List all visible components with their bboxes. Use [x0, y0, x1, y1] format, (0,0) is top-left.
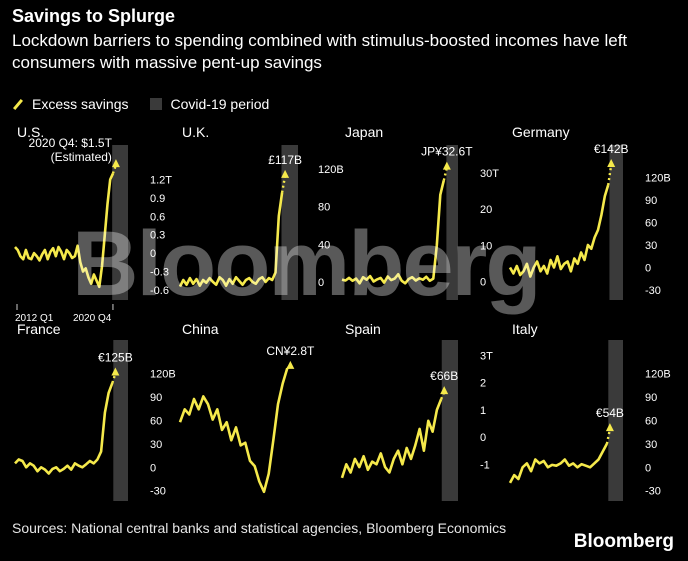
- ytick-label-1-1: 40: [318, 239, 330, 251]
- covid-period-2: [446, 145, 458, 300]
- ytick-label-1-3: 120B: [318, 164, 344, 176]
- ytick-label-7-0: -30: [645, 486, 661, 498]
- legend-box-label: Covid-19 period: [170, 96, 270, 112]
- projection-dots-3: [607, 164, 613, 186]
- ytick-label-3-0: -30: [645, 285, 661, 297]
- projection-arrow-4: [111, 367, 120, 376]
- ytick-label-4-5: 120B: [150, 368, 176, 380]
- annotation-5: CN¥2.8T: [266, 344, 315, 358]
- excess-savings-line-4: [14, 382, 114, 475]
- ytick-label-4-3: 60: [150, 415, 162, 427]
- chart-title: Savings to Splurge: [12, 6, 176, 26]
- ytick-label-3-4: 90: [645, 195, 657, 207]
- panel-title-7: Italy: [512, 321, 538, 337]
- annotation-6: €66B: [430, 369, 458, 383]
- projection-arrow-6: [440, 386, 449, 395]
- ytick-label-6-0: -1: [480, 459, 490, 471]
- excess-savings-line-7: [508, 443, 609, 484]
- ytick-label-3-2: 30: [645, 240, 657, 252]
- bloomberg-logo: Bloomberg: [573, 531, 674, 552]
- ytick-label-4-0: -30: [150, 486, 166, 498]
- panel-title-4: France: [17, 321, 61, 337]
- ytick-label-0-4: 0.6: [150, 211, 165, 223]
- covid-period-0: [112, 145, 128, 300]
- covid-period-1: [281, 145, 298, 300]
- excess-savings-line-6: [340, 398, 443, 479]
- excess-savings-line-2: [341, 179, 446, 285]
- ytick-label-0-5: 0.9: [150, 193, 165, 205]
- panel-title-1: U.K.: [182, 124, 209, 140]
- annotation-3: €142B: [594, 142, 629, 156]
- legend-line-label: Excess savings: [32, 96, 129, 112]
- annotation-2: JP¥32.6T: [421, 145, 473, 159]
- ytick-label-3-5: 120B: [645, 173, 671, 185]
- ytick-label-6-2: 1: [480, 405, 486, 417]
- ytick-label-3-3: 60: [645, 218, 657, 230]
- sources-note: Sources: National central banks and stat…: [12, 520, 507, 536]
- ytick-label-2-0: 0: [480, 277, 486, 289]
- ytick-label-7-1: 0: [645, 462, 651, 474]
- ytick-label-0-6: 1.2T: [150, 175, 172, 187]
- ytick-label-6-4: 3T: [480, 350, 493, 362]
- ytick-label-7-4: 90: [645, 392, 657, 404]
- projection-arrow-3: [607, 159, 616, 167]
- excess-savings-line-5: [178, 367, 289, 494]
- covid-period-7: [608, 340, 623, 501]
- covid-period-3: [609, 145, 623, 300]
- panel-title-0: U.S.: [17, 124, 44, 140]
- chart-subtitle: Lockdown barriers to spending combined w…: [12, 31, 628, 72]
- ytick-label-3-1: 0: [645, 263, 651, 275]
- projection-arrow-0: [111, 159, 120, 168]
- annotation-line2-0: (Estimated): [51, 150, 112, 164]
- panel-title-2: Japan: [345, 124, 383, 140]
- ytick-label-6-3: 2: [480, 378, 486, 390]
- ytick-label-4-1: 0: [150, 462, 156, 474]
- ytick-label-2-2: 20: [480, 204, 492, 216]
- ytick-label-7-5: 120B: [645, 368, 671, 380]
- annotation-1: £117B: [268, 153, 302, 167]
- ytick-label-7-2: 30: [645, 439, 657, 451]
- ytick-label-2-1: 10: [480, 240, 492, 252]
- projection-dots-0: [111, 164, 118, 174]
- projection-dots-2: [442, 167, 449, 181]
- annotation-7: €54B: [596, 406, 624, 420]
- ytick-label-7-3: 60: [645, 415, 657, 427]
- projection-arrow-2: [442, 161, 451, 170]
- projection-arrow-7: [605, 423, 614, 432]
- x-label-start: 2012 Q1: [15, 313, 54, 324]
- ytick-label-0-1: -0.3: [150, 266, 169, 278]
- ytick-label-6-1: 0: [480, 432, 486, 444]
- excess-savings-line-0: [14, 172, 115, 289]
- ytick-label-0-0: -0.6: [150, 285, 169, 297]
- covid-period-6: [441, 340, 458, 501]
- ytick-label-0-3: 0.3: [150, 230, 165, 242]
- excess-savings-line-3: [508, 184, 610, 278]
- ytick-label-1-0: 0: [318, 277, 324, 289]
- legend-box-swatch: [150, 98, 163, 110]
- annotation-0: 2020 Q4: $1.5T: [29, 136, 113, 150]
- panel-title-3: Germany: [512, 124, 570, 140]
- panel-title-5: China: [182, 321, 219, 337]
- ytick-label-1-2: 80: [318, 202, 330, 214]
- excess-savings-line-1: [178, 192, 284, 288]
- panel-title-6: Spain: [345, 321, 381, 337]
- projection-arrow-1: [281, 169, 290, 178]
- projection-dots-4: [111, 373, 117, 384]
- ytick-label-4-4: 90: [150, 392, 162, 404]
- projection-arrow-5: [286, 360, 295, 369]
- ytick-label-4-2: 30: [150, 439, 162, 451]
- covid-period-4: [113, 340, 128, 501]
- x-label-end: 2020 Q4: [73, 313, 112, 324]
- ytick-label-2-3: 30T: [480, 168, 499, 180]
- ytick-label-0-2: 0: [150, 248, 156, 260]
- legend: Excess savings Covid-19 period: [12, 96, 269, 112]
- annotation-4: €125B: [98, 351, 133, 365]
